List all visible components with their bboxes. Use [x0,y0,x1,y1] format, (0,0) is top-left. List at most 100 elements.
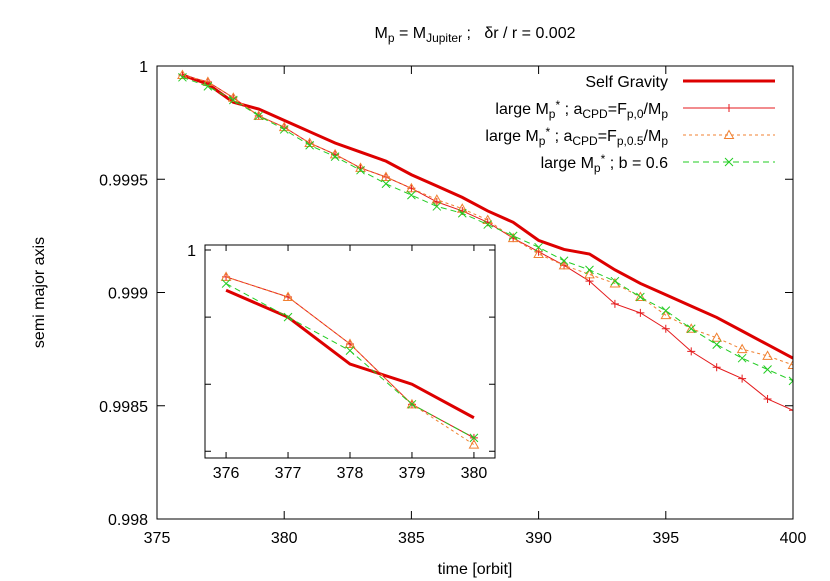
plot-frame [156,65,794,520]
x-tick-label: 379 [399,465,426,482]
text-segment: * [545,125,550,139]
x-tick-label: 377 [275,465,302,482]
x-tick-label: 390 [525,530,552,547]
text-segment: p [661,134,668,148]
marker-triangle [431,194,443,204]
marker-triangle [482,214,494,225]
marker-triangle [723,129,735,139]
marker-cross [381,179,391,189]
x-tick-label: 380 [271,530,298,547]
text-segment: Jupiter [426,31,462,45]
marker-cross [788,376,793,386]
text-segment: large M [495,101,548,118]
marker-cross [345,346,355,356]
text-segment: p [549,107,556,121]
y-axis-label: semi major axis [31,237,48,348]
marker-cross [221,279,231,288]
x-tick-label: 378 [337,465,364,482]
marker-plus [763,394,772,403]
text-segment: /M [644,101,662,118]
text-segment: ; a [560,101,582,118]
series-line [225,276,475,446]
text-segment: p [661,107,668,121]
marker-plus [610,299,619,308]
y-tick-label: 1 [187,243,196,260]
marker-cross [724,157,734,167]
marker-cross [432,202,442,211]
text-segment: = M [395,25,427,42]
marker-plus [789,406,793,415]
text-segment: ; b = 0.6 [605,155,668,172]
marker-cross [559,256,569,266]
legend-label: large Mp* ; b = 0.6 [541,152,669,175]
legend-label: large Mp* ; aCPD=Fp,0.5/Mp [485,125,668,148]
marker-plus [712,363,721,372]
marker-cross [636,292,645,302]
text-segment: ; δr / r = 0.002 [462,25,576,42]
marker-cross [228,95,238,105]
text-segment: CPD [572,134,598,148]
marker-cross [469,433,479,443]
marker-triangle [711,332,723,342]
marker-triangle [685,323,697,333]
marker-plus [738,374,747,383]
text-segment: * [601,152,606,166]
marker-cross [610,276,620,286]
plot-area [177,69,793,415]
legend-label: Self Gravity [585,74,668,91]
y-tick-label: 0.998 [108,512,148,529]
y-tick-label: 0.9995 [99,172,148,189]
marker-cross [203,82,213,91]
text-segment: p [388,31,395,45]
marker-triangle [787,359,793,369]
text-segment: M [374,25,387,42]
marker-triangle [406,398,418,409]
text-segment: p,0.5 [617,134,644,148]
marker-cross [407,399,417,409]
marker-plus [661,324,670,333]
marker-plus [687,347,696,356]
marker-plus [585,277,594,286]
text-segment: large M [485,128,538,145]
marker-cross [661,306,671,315]
legend-label: large Mp* ; aCPD=Fp,0/Mp [495,98,668,121]
text-segment: /M [644,128,662,145]
marker-triangle [406,182,417,193]
marker-cross [737,353,747,363]
plot-area [220,271,480,449]
x-axis-label: time [orbit] [438,561,513,578]
marker-triangle [635,291,646,302]
x-tick-label: 400 [780,530,807,547]
text-segment: ; a [550,128,572,145]
marker-cross [356,165,365,175]
x-tick-label: 385 [398,530,425,547]
series-line [181,73,793,360]
marker-triangle [220,271,232,281]
marker-cross [457,208,467,218]
marker-cross [483,220,493,229]
marker-cross [712,340,722,349]
text-segment: p [594,161,601,175]
marker-triangle [584,268,595,279]
marker-cross [178,72,187,82]
y-tick-label: 0.999 [108,286,148,303]
text-segment: p [539,134,546,148]
marker-cross [534,242,543,252]
marker-triangle [202,76,214,86]
marker-triangle [736,343,748,354]
marker-plus [725,104,733,112]
text-segment: * [555,98,560,112]
marker-triangle [380,171,392,181]
marker-plus [636,308,645,317]
marker-cross [508,231,518,241]
marker-cross [283,312,293,322]
marker-cross [330,152,340,161]
marker-cross [305,140,314,150]
x-tick-label: 380 [461,465,488,482]
marker-triangle [533,248,544,258]
marker-cross [763,365,772,374]
text-segment: =F [608,101,627,118]
marker-triangle [468,439,480,449]
x-tick-label: 395 [652,530,679,547]
